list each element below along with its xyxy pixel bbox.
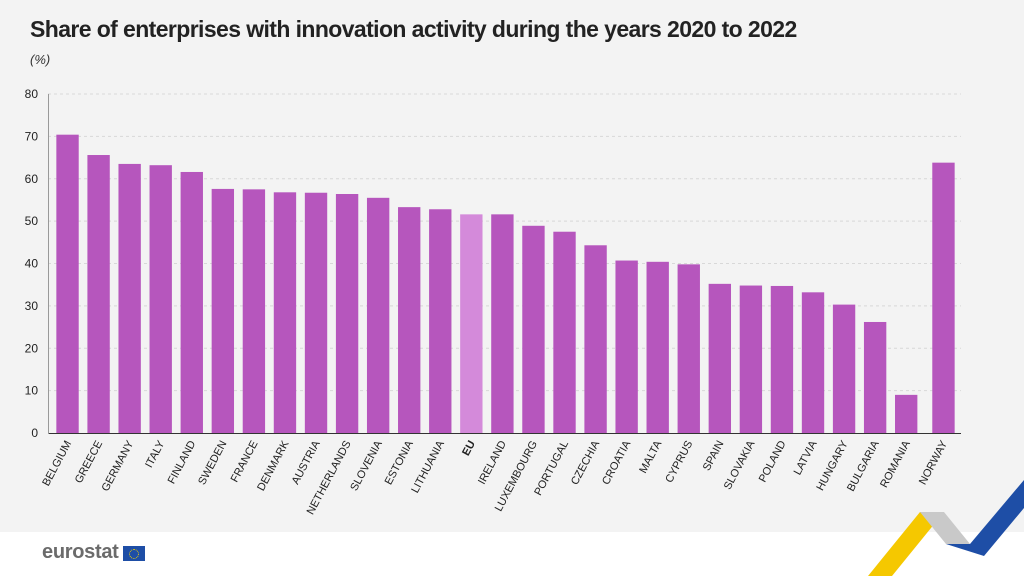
eurostat-logo-text: eurostat	[42, 541, 119, 563]
bar-luxembourg[interactable]	[522, 225, 545, 433]
bar-netherlands[interactable]	[335, 194, 359, 433]
bar-france[interactable]	[242, 189, 266, 433]
bar-malta[interactable]	[646, 261, 669, 433]
y-axis-ticks: 0 10 20 30 40 50 60 70 80	[25, 87, 39, 440]
y-tick-label: 70	[25, 129, 39, 143]
bar-norway[interactable]	[932, 162, 955, 433]
bar-finland[interactable]	[180, 171, 203, 433]
bar-greece[interactable]	[87, 155, 110, 433]
y-tick-label: 60	[25, 172, 39, 186]
bar-hungary[interactable]	[832, 304, 856, 433]
bar-austria[interactable]	[304, 192, 328, 433]
bar-cyprus[interactable]	[677, 264, 700, 433]
bar-romania[interactable]	[895, 394, 918, 433]
bar-latvia[interactable]	[801, 292, 825, 433]
blue-stripe	[946, 480, 1024, 556]
bar-denmark[interactable]	[273, 192, 297, 433]
bars	[56, 134, 955, 433]
bar-croatia[interactable]	[615, 260, 638, 433]
bar-italy[interactable]	[149, 165, 172, 433]
bar-portugal[interactable]	[553, 231, 576, 433]
bar-estonia[interactable]	[398, 207, 421, 433]
bar-sweden[interactable]	[211, 188, 235, 433]
bar-lithuania[interactable]	[429, 209, 452, 433]
bar-ireland[interactable]	[491, 214, 514, 433]
bar-slovakia[interactable]	[739, 285, 763, 433]
bar-czechia[interactable]	[584, 245, 607, 433]
eurostat-logo: eurostat	[42, 541, 145, 564]
bar-belgium[interactable]	[56, 134, 79, 433]
bar-poland[interactable]	[770, 285, 794, 433]
y-tick-label: 30	[25, 299, 39, 313]
bar-germany[interactable]	[118, 163, 141, 433]
y-tick-label: 10	[25, 384, 39, 398]
y-tick-label: 0	[31, 426, 38, 440]
bar-eu[interactable]	[460, 214, 483, 433]
unit-label: (%)	[30, 52, 51, 67]
y-tick-label: 80	[25, 87, 39, 101]
bar-slovenia[interactable]	[366, 197, 390, 433]
bar-spain[interactable]	[708, 283, 732, 433]
y-tick-label: 20	[25, 341, 39, 355]
y-tick-label: 50	[25, 214, 39, 228]
footer-band	[0, 532, 1024, 576]
grey-stripe	[920, 512, 970, 544]
bar-bulgaria[interactable]	[863, 321, 887, 433]
chart-title: Share of enterprises with innovation act…	[30, 16, 797, 42]
yellow-stripe	[868, 512, 944, 576]
y-tick-label: 40	[25, 257, 39, 271]
eu-flag-icon	[122, 546, 145, 561]
